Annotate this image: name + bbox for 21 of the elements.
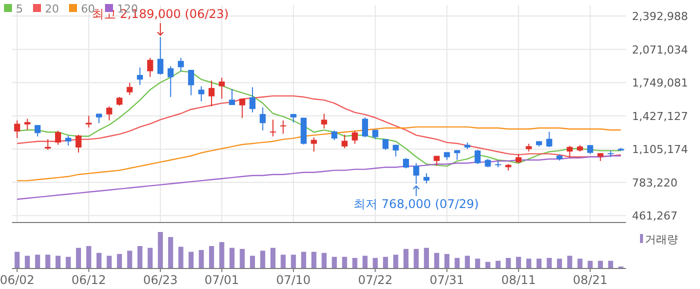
xtick-label: 07/31: [430, 273, 464, 287]
annotation: 최저 768,000 (07/29): [354, 185, 479, 211]
ytick-label: 2,071,034: [632, 43, 688, 56]
ytick-label: 461,267: [632, 210, 678, 223]
xtick-label: 08/11: [501, 273, 536, 287]
ytick-label: 1,105,174: [632, 143, 688, 156]
ytick-label: 1,749,081: [632, 76, 688, 90]
legend: 거래량: [640, 233, 678, 246]
xtick-label: 07/22: [358, 273, 393, 287]
ytick-label: 2,392,988: [632, 10, 688, 24]
ytick-label: 1,427,127: [632, 110, 688, 123]
xtick-label: 08/21: [572, 273, 608, 287]
xtick-label: 06/02: [0, 273, 34, 287]
annotation: 최저 768,000 (07/29): [354, 196, 479, 211]
legend-label: 20: [45, 2, 59, 16]
xtick-label: 06/23: [143, 273, 178, 287]
xtick-label: 07/10: [276, 273, 311, 287]
legend-label: 5: [16, 2, 23, 16]
xtick-label: 06/12: [71, 273, 106, 287]
ytick-label: 783,220: [632, 176, 678, 190]
xtick-label: 07/01: [204, 273, 240, 287]
